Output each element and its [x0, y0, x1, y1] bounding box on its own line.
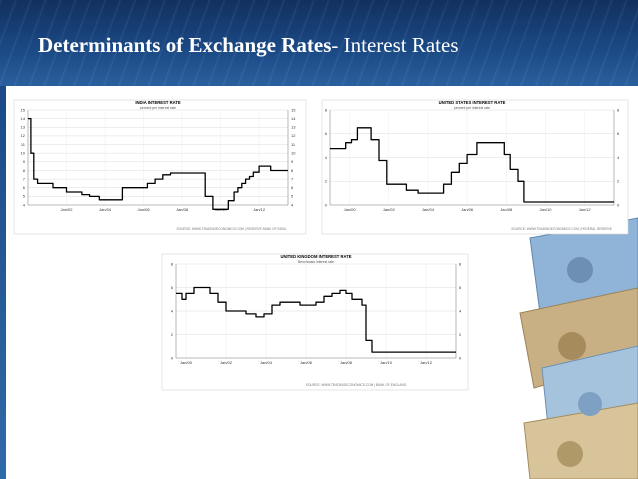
- y-tick-label-left: 7: [23, 176, 26, 181]
- y-tick-label-right: 2: [459, 332, 462, 337]
- y-tick-label-left: 2: [325, 179, 328, 184]
- y-tick-label-right: 6: [291, 185, 294, 190]
- x-tick-label: Jan/04: [260, 360, 273, 365]
- banknote-portrait-2: [558, 332, 586, 360]
- y-tick-label-left: 10: [21, 150, 26, 155]
- y-tick-label-right: 8: [459, 261, 462, 266]
- y-tick-label-right: 9: [291, 159, 294, 164]
- y-tick-label-left: 4: [171, 308, 174, 313]
- series-line: [330, 127, 614, 203]
- x-tick-label: Jan/10: [539, 207, 552, 212]
- chart-frame: [321, 99, 629, 235]
- y-tick-label-right: 6: [617, 131, 620, 136]
- slide-header: Determinants of Exchange Rates- Interest…: [0, 0, 638, 86]
- chart-frame: [13, 99, 307, 235]
- y-tick-label-right: 11: [291, 142, 296, 147]
- chart-source: SOURCE: WWW.TRADINGECONOMICS.COM | BANK …: [306, 383, 407, 387]
- x-tick-label: Jan/06: [138, 207, 151, 212]
- y-tick-label-left: 11: [21, 142, 26, 147]
- y-tick-label-right: 13: [291, 125, 296, 130]
- y-tick-label-left: 5: [23, 194, 26, 199]
- y-tick-label-right: 8: [617, 107, 620, 112]
- y-tick-label-left: 6: [325, 131, 328, 136]
- y-tick-label-right: 5: [291, 194, 294, 199]
- slide-title-bold: Determinants of Exchange Rates: [38, 33, 332, 57]
- chart-source: SOURCE: WWW.TRADINGECONOMICS.COM | RESER…: [176, 227, 286, 231]
- x-tick-label: Jan/08: [500, 207, 513, 212]
- x-tick-label: Jan/00: [344, 207, 357, 212]
- chart-source: SOURCE: WWW.TRADINGECONOMICS.COM | FEDER…: [511, 227, 612, 231]
- x-tick-label: Jan/08: [340, 360, 353, 365]
- banknotes-image: [519, 217, 638, 479]
- y-tick-label-right: 0: [617, 202, 620, 207]
- x-tick-label: Jan/12: [253, 207, 266, 212]
- x-tick-label: Jan/02: [383, 207, 396, 212]
- y-tick-label-left: 9: [23, 159, 26, 164]
- x-tick-label: Jan/04: [422, 207, 435, 212]
- y-tick-label-left: 13: [21, 125, 26, 130]
- chart-title: UNITED STATES INTEREST RATE: [439, 100, 506, 105]
- y-tick-label-right: 4: [459, 308, 462, 313]
- slide-title-rest: - Interest Rates: [331, 33, 459, 57]
- y-tick-label-right: 0: [459, 355, 462, 360]
- x-tick-label: Jan/06: [461, 207, 474, 212]
- x-tick-label: Jan/02: [220, 360, 233, 365]
- y-tick-label-left: 6: [23, 185, 26, 190]
- x-tick-label: Jan/04: [99, 207, 112, 212]
- chart-title: INDIA INTEREST RATE: [135, 100, 181, 105]
- y-tick-label-left: 12: [21, 133, 26, 138]
- y-tick-label-left: 8: [325, 107, 328, 112]
- y-tick-label-right: 6: [459, 285, 462, 290]
- x-tick-label: Jan/02: [61, 207, 74, 212]
- series-line: [176, 286, 456, 353]
- y-tick-label-left: 4: [23, 202, 26, 207]
- chart-subtitle: percent per interest rate: [454, 106, 490, 110]
- banknote-portrait-1: [567, 257, 593, 283]
- y-tick-label-right: 4: [291, 202, 294, 207]
- y-tick-label-right: 7: [291, 176, 294, 181]
- chart-frame: [161, 253, 469, 391]
- chart-subtitle: percent per interest rate: [140, 106, 176, 110]
- y-tick-label-right: 14: [291, 116, 296, 121]
- x-tick-label: Jan/08: [176, 207, 189, 212]
- y-tick-label-left: 4: [325, 155, 328, 160]
- y-tick-label-left: 15: [21, 107, 26, 112]
- header-texture: [0, 0, 638, 86]
- x-tick-label: Jan/06: [300, 360, 313, 365]
- slide-title: Determinants of Exchange Rates- Interest…: [38, 33, 459, 58]
- y-tick-label-right: 2: [617, 179, 620, 184]
- x-tick-label: Jan/12: [420, 360, 433, 365]
- y-tick-label-left: 0: [171, 355, 174, 360]
- y-tick-label-left: 6: [171, 285, 174, 290]
- banknote-portrait-3: [578, 392, 602, 416]
- y-tick-label-left: 8: [171, 261, 174, 266]
- chart-title: UNITED KINGDOM INTEREST RATE: [280, 254, 351, 259]
- series-line: [28, 117, 288, 210]
- x-tick-label: Jan/12: [579, 207, 592, 212]
- left-accent-bar: [0, 86, 6, 479]
- y-tick-label-right: 4: [617, 155, 620, 160]
- chart-subtitle: Benchmark interest rate: [298, 260, 334, 264]
- x-tick-label: Jan/00: [180, 360, 193, 365]
- y-tick-label-left: 14: [21, 116, 26, 121]
- y-tick-label-right: 8: [291, 168, 294, 173]
- y-tick-label-left: 0: [325, 202, 328, 207]
- y-tick-label-left: 2: [171, 332, 174, 337]
- y-tick-label-right: 12: [291, 133, 296, 138]
- y-tick-label-right: 15: [291, 107, 296, 112]
- banknote-portrait-4: [557, 441, 583, 467]
- y-tick-label-right: 10: [291, 150, 296, 155]
- x-tick-label: Jan/10: [380, 360, 393, 365]
- y-tick-label-left: 8: [23, 168, 26, 173]
